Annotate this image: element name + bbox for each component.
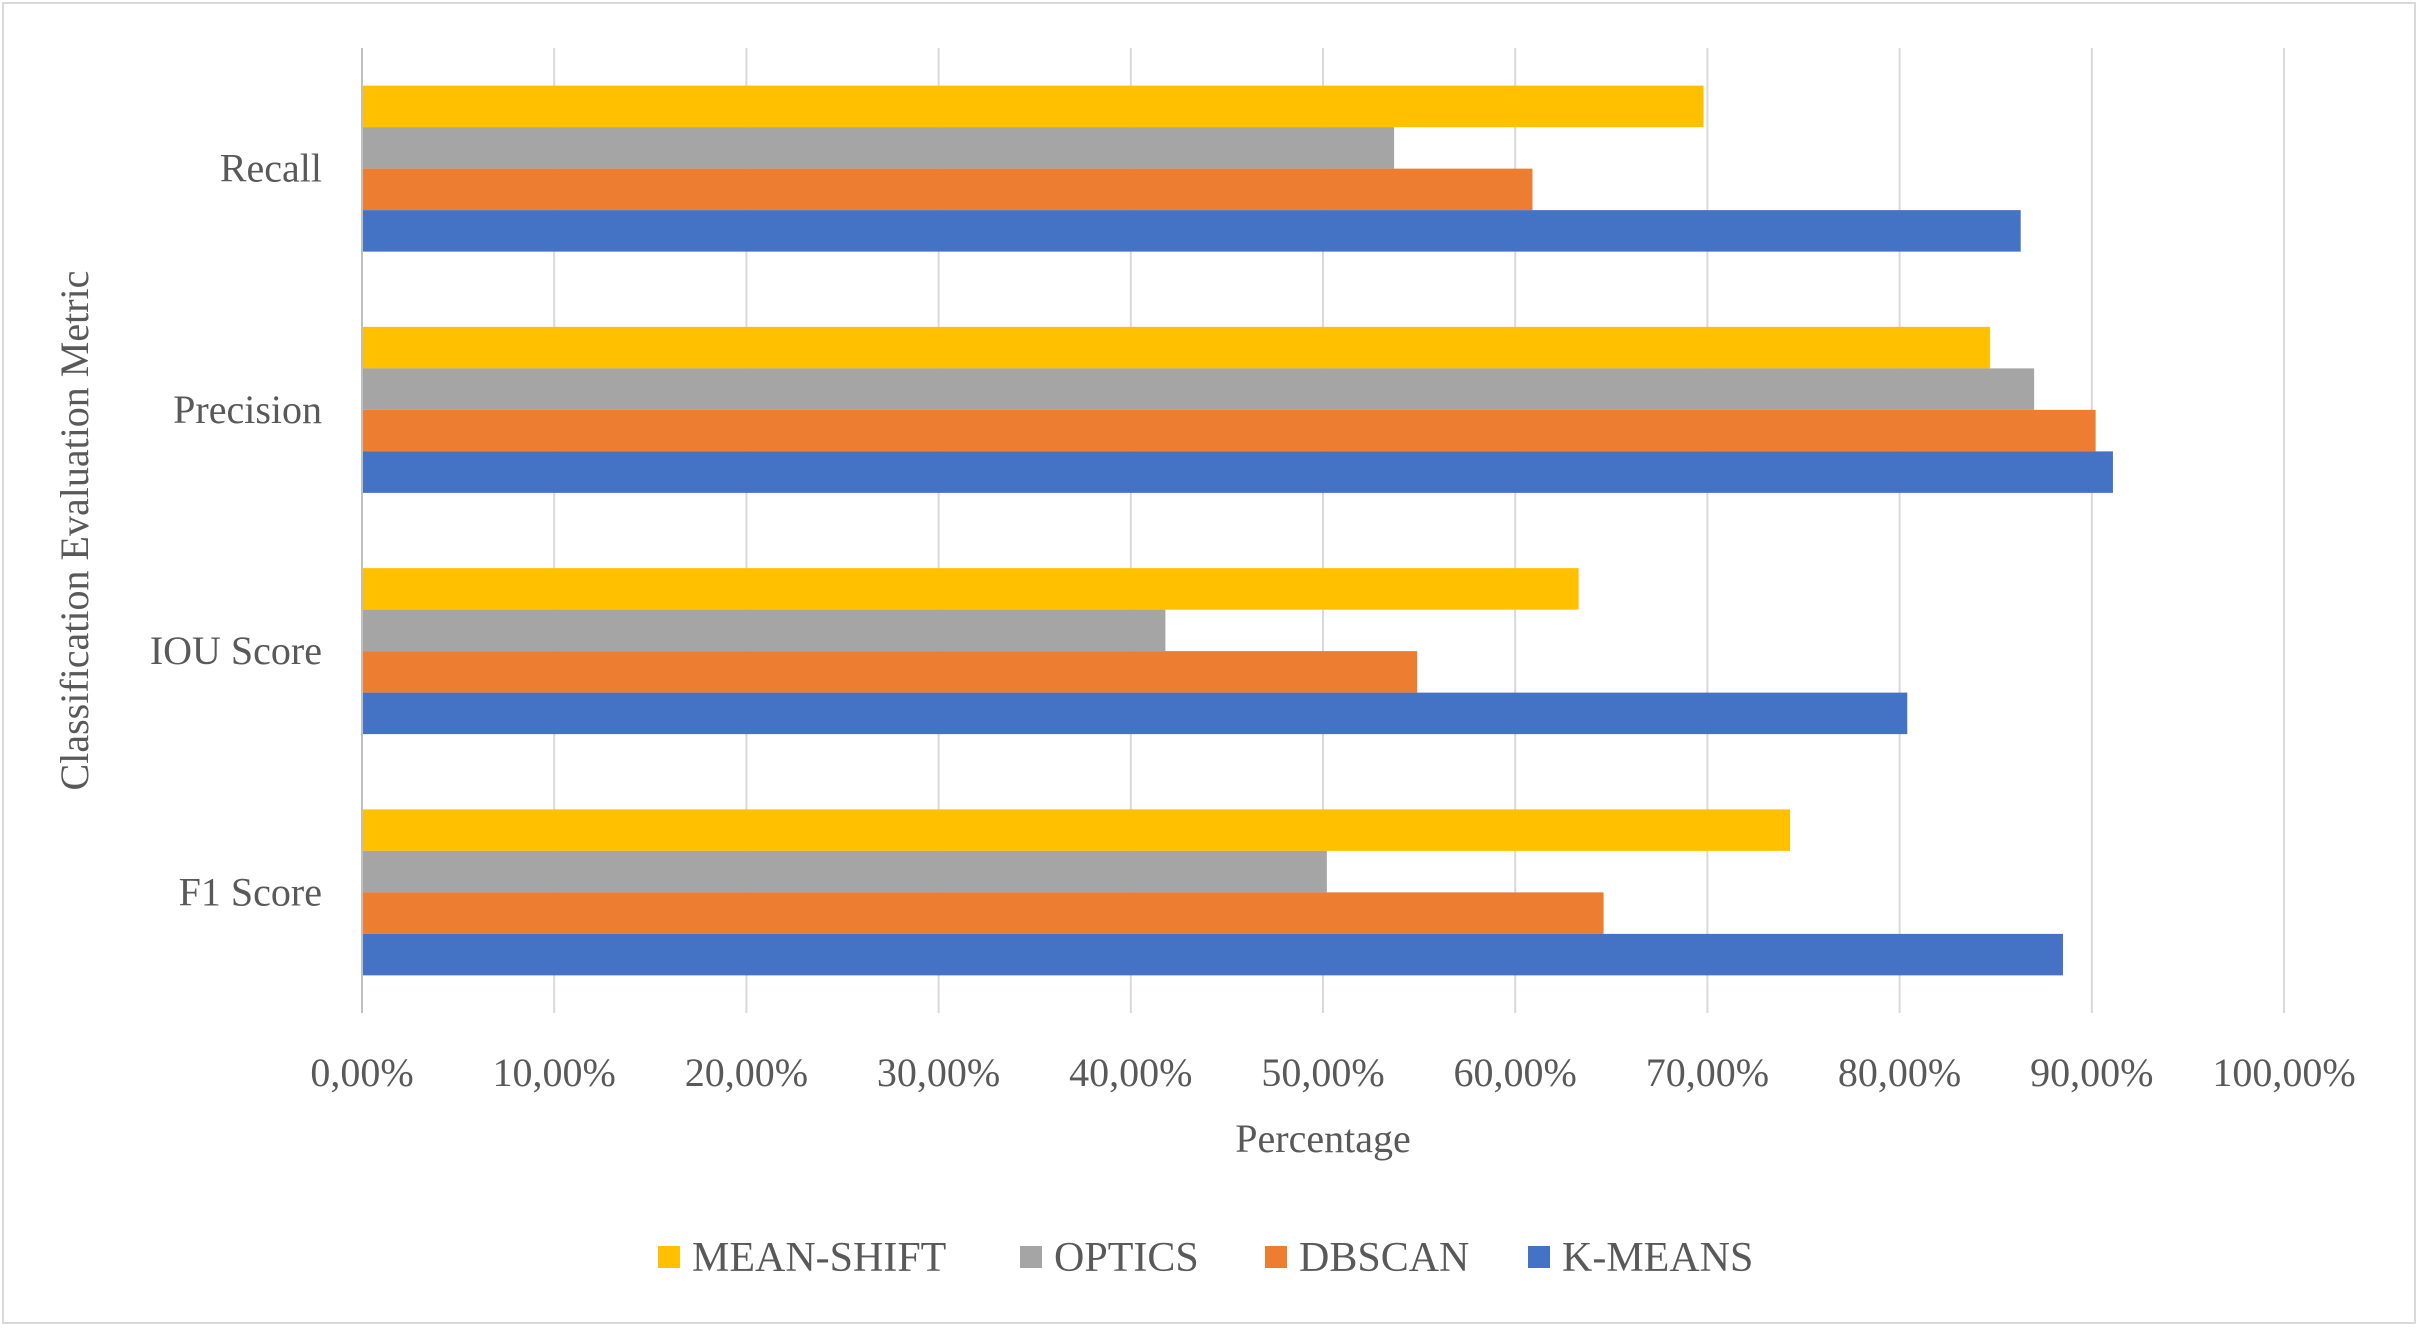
bar-optics-iou-score	[362, 609, 1166, 652]
y-tick-labels: Recall Precision IOU Score F1 Score	[150, 146, 322, 915]
x-tick-label: 20,00%	[685, 1050, 808, 1095]
legend-label: K-MEANS	[1562, 1235, 1753, 1281]
x-tick-label: 40,00%	[1069, 1050, 1192, 1095]
legend-label: OPTICS	[1054, 1235, 1199, 1281]
bar-mean-shift-f1-score	[362, 809, 1791, 851]
bar-optics-precision	[362, 368, 2035, 410]
y-tick-label: Recall	[220, 146, 322, 191]
bar-dbscan-iou-score	[362, 651, 1418, 693]
bar-k-means-recall	[362, 210, 2021, 252]
x-tick-label: 100,00%	[2212, 1050, 2355, 1095]
bar-k-means-precision	[362, 451, 2113, 493]
x-tick-label: 10,00%	[493, 1050, 616, 1095]
x-tick-label: 90,00%	[2030, 1050, 2153, 1095]
x-tick-label: 70,00%	[1646, 1050, 1769, 1095]
bar-mean-shift-iou-score	[362, 568, 1579, 610]
bar-dbscan-recall	[362, 168, 1533, 211]
x-tick-label: 50,00%	[1261, 1050, 1384, 1095]
bars	[362, 85, 2113, 976]
bar-k-means-f1-score	[362, 933, 2063, 976]
x-tick-label: 80,00%	[1838, 1050, 1961, 1095]
legend-label: MEAN-SHIFT	[692, 1235, 946, 1281]
legend: MEAN-SHIFT OPTICS DBSCAN K-MEANS	[658, 1235, 1753, 1281]
bar-mean-shift-recall	[362, 85, 1704, 128]
legend-label: DBSCAN	[1299, 1235, 1469, 1281]
bar-optics-recall	[362, 127, 1395, 169]
legend-swatch	[1528, 1246, 1550, 1268]
bar-k-means-iou-score	[362, 692, 1908, 735]
bar-dbscan-precision	[362, 409, 2096, 452]
x-tick-label: 0,00%	[310, 1050, 413, 1095]
x-axis-title: Percentage	[1235, 1116, 1410, 1161]
y-axis-title: Classification Evaluation Metric	[52, 271, 97, 791]
bar-mean-shift-precision	[362, 326, 1990, 369]
y-tick-label: IOU Score	[150, 628, 322, 673]
legend-swatch	[1265, 1246, 1287, 1268]
bar-dbscan-f1-score	[362, 892, 1604, 934]
x-tick-labels: 0,00% 10,00% 20,00% 30,00% 40,00% 50,00% 60,00…	[310, 1050, 2355, 1095]
x-tick-label: 30,00%	[877, 1050, 1000, 1095]
y-tick-label: Precision	[173, 387, 322, 432]
x-tick-label: 60,00%	[1454, 1050, 1577, 1095]
y-tick-label: F1 Score	[179, 869, 322, 914]
legend-swatch	[1020, 1246, 1042, 1268]
bar-optics-f1-score	[362, 850, 1327, 893]
legend-swatch	[658, 1246, 680, 1268]
